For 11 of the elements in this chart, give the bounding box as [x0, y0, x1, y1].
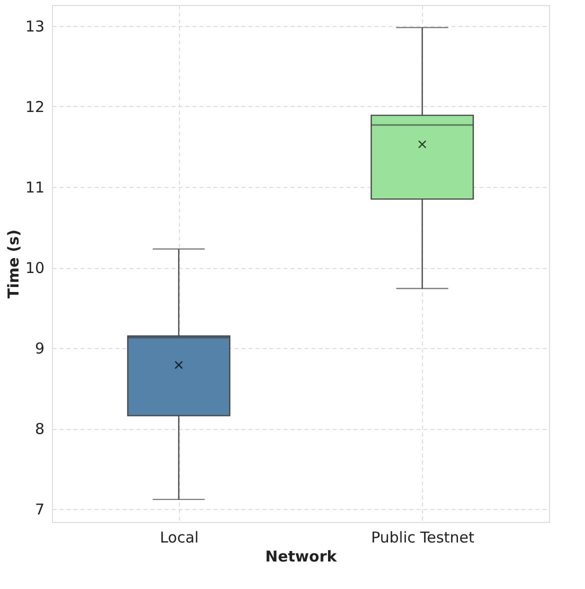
x-tick-label: Local	[160, 528, 199, 546]
y-tick-label: 8	[34, 420, 44, 438]
x-axis-title: Network	[265, 548, 338, 566]
y-tick-label: 12	[25, 98, 44, 116]
y-tick-label: 9	[34, 340, 44, 358]
x-tick-label: Public Testnet	[371, 528, 475, 546]
y-tick-label: 7	[34, 500, 44, 519]
y-tick-label: 11	[25, 178, 44, 196]
y-tick-label: 13	[25, 17, 44, 36]
y-axis-title: Time (s)	[4, 229, 22, 299]
y-tick-label: 10	[25, 259, 44, 278]
